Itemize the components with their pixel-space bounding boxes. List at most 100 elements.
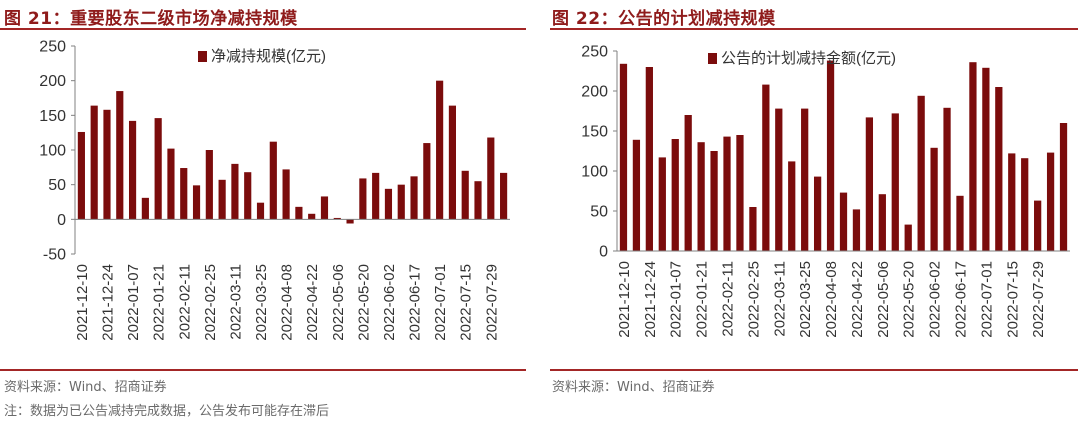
- left-chart-bar: [231, 163, 239, 220]
- right-chart-bar: [839, 192, 848, 251]
- left-chart-bar: [256, 202, 265, 220]
- right-chart-bar: [943, 107, 951, 251]
- left-chart-y-tick-label: 50: [48, 177, 66, 194]
- left-chart-legend-swatch: [198, 51, 207, 62]
- left-chart-y-tick-label: 200: [39, 73, 66, 90]
- left-chart-x-tick-label: 2022-04-22: [304, 264, 321, 341]
- right-chart-x-tick-label: 2022-07-29: [1030, 261, 1047, 338]
- left-chart-x-tick-label: 2022-07-29: [483, 264, 500, 341]
- right-chart-x-tick-label: 2022-02-11: [720, 261, 737, 337]
- left-chart-x-tick-label: 2021-12-24: [99, 264, 116, 341]
- left-chart-bar: [154, 118, 162, 220]
- left-chart-bar: [167, 148, 175, 220]
- left-chart-legend-label: 净减持规模(亿元): [211, 48, 326, 65]
- left-chart-bar: [308, 213, 316, 220]
- left-chart-y-tick-label: 100: [39, 143, 66, 160]
- right-chart-x-tick-label: 2022-07-15: [1004, 261, 1021, 338]
- left-chart-x-tick-label: 2022-05-20: [355, 264, 372, 341]
- left-chart-x-tick-label: 2022-04-08: [279, 264, 296, 341]
- left-chart-bar: [333, 217, 341, 220]
- left-chart-bar: [90, 105, 98, 220]
- left-chart-bar: [346, 219, 354, 224]
- right-chart-bar: [749, 207, 757, 251]
- left-chart-bar: [423, 143, 431, 220]
- right-chart-bar: [865, 117, 874, 252]
- left-note: 注：数据为已公告减持完成数据，公告发布可能存在滞后: [4, 404, 330, 419]
- right-chart-bar: [684, 115, 692, 251]
- left-chart-bar: [384, 188, 393, 220]
- left-chart-x-tick-label: 2022-06-17: [407, 264, 424, 341]
- right-chart-bar: [891, 113, 899, 252]
- right-chart-bar: [995, 87, 1003, 251]
- left-chart-bar: [359, 178, 367, 220]
- left-chart-y-tick-label: 0: [57, 212, 66, 229]
- left-footer-rule: [0, 369, 526, 371]
- left-title-rule: [0, 28, 526, 30]
- right-chart-x-tick-label: 2022-06-17: [952, 261, 969, 338]
- left-chart-bar: [410, 176, 418, 220]
- right-chart-bar: [671, 139, 679, 251]
- right-chart-bar: [723, 136, 731, 251]
- left-chart-bar: [180, 168, 188, 220]
- left-chart-y-tick-label: 250: [39, 39, 66, 56]
- right-chart-bar: [826, 60, 835, 251]
- right-chart-bar: [736, 135, 744, 251]
- left-chart-bar: [397, 184, 405, 220]
- left-chart-bar: [128, 120, 137, 220]
- right-chart-bar: [1059, 123, 1068, 251]
- right-chart-bar: [813, 176, 822, 251]
- right-chart-x-tick-label: 2022-05-20: [901, 261, 918, 338]
- left-chart-y-tick-label: -50: [43, 247, 66, 264]
- left-chart-bar: [141, 197, 149, 220]
- left-chart-x-tick-label: 2022-01-21: [151, 264, 168, 341]
- left-chart-x-tick-label: 2022-02-11: [176, 264, 193, 340]
- left-chart-bar: [205, 150, 213, 220]
- right-chart-bar: [658, 157, 666, 251]
- right-chart-bar: [710, 151, 718, 251]
- left-chart-x-tick-label: 2022-01-07: [125, 264, 142, 341]
- left-chart-bar: [487, 137, 495, 220]
- right-chart-title: 图 22：公告的计划减持规模: [552, 9, 776, 29]
- right-chart-bar: [852, 209, 861, 251]
- left-chart-x-tick-label: 2022-06-02: [381, 264, 398, 341]
- right-chart-bar: [956, 195, 964, 251]
- right-chart-bar: [969, 62, 977, 252]
- right-title-rule: [550, 28, 1078, 30]
- right-chart-x-tick-label: 2022-05-06: [875, 261, 892, 338]
- left-chart-bar: [103, 109, 111, 220]
- right-chart-bar: [878, 194, 886, 251]
- right-footer-rule: [550, 369, 1078, 371]
- right-chart-bar: [619, 63, 628, 251]
- right-chart-bar: [697, 142, 705, 251]
- left-chart-x-tick-label: 2022-03-11: [227, 264, 244, 340]
- right-chart-x-tick-label: 2022-01-07: [668, 261, 685, 338]
- right-chart-x-tick-label: 2022-04-08: [823, 261, 840, 338]
- left-chart-title: 图 21：重要股东二级市场净减持规模: [4, 9, 298, 29]
- left-chart-bar: [295, 206, 303, 220]
- left-chart-bar: [500, 172, 508, 220]
- left-chart-bar: [461, 170, 469, 220]
- right-chart-y-tick-label: 0: [599, 244, 608, 261]
- left-chart-bar: [436, 80, 444, 220]
- right-chart-bar: [645, 67, 653, 251]
- right-chart-bar: [982, 67, 990, 251]
- right-chart-bar: [917, 95, 925, 251]
- left-chart-x-tick-label: 2022-03-25: [253, 264, 270, 341]
- left-chart-bar: [448, 105, 456, 220]
- left-chart-bar: [320, 196, 329, 220]
- right-chart-y-tick-label: 50: [590, 204, 608, 221]
- left-chart-bar: [218, 179, 226, 220]
- left-chart-x-tick-label: 2022-02-25: [202, 264, 219, 341]
- right-chart-legend-label: 公告的计划减持金额(亿元): [721, 50, 896, 67]
- left-chart-bar: [269, 141, 277, 220]
- right-chart-bar: [775, 108, 783, 251]
- right-chart-x-tick-label: 2022-06-02: [927, 261, 944, 338]
- left-chart-bar: [282, 169, 290, 220]
- left-chart-bar: [192, 185, 201, 220]
- left-chart-bar: [77, 131, 85, 220]
- left-chart: -50 0 50 100 150 200 250 2021-12-10 2021-12-24 20…: [39, 39, 510, 341]
- right-chart-y-tick-label: 250: [581, 44, 608, 61]
- right-chart-x-tick-label: 2022-03-11: [771, 261, 788, 337]
- left-chart-bar: [116, 91, 124, 220]
- left-chart-y-tick-label: 150: [39, 108, 66, 125]
